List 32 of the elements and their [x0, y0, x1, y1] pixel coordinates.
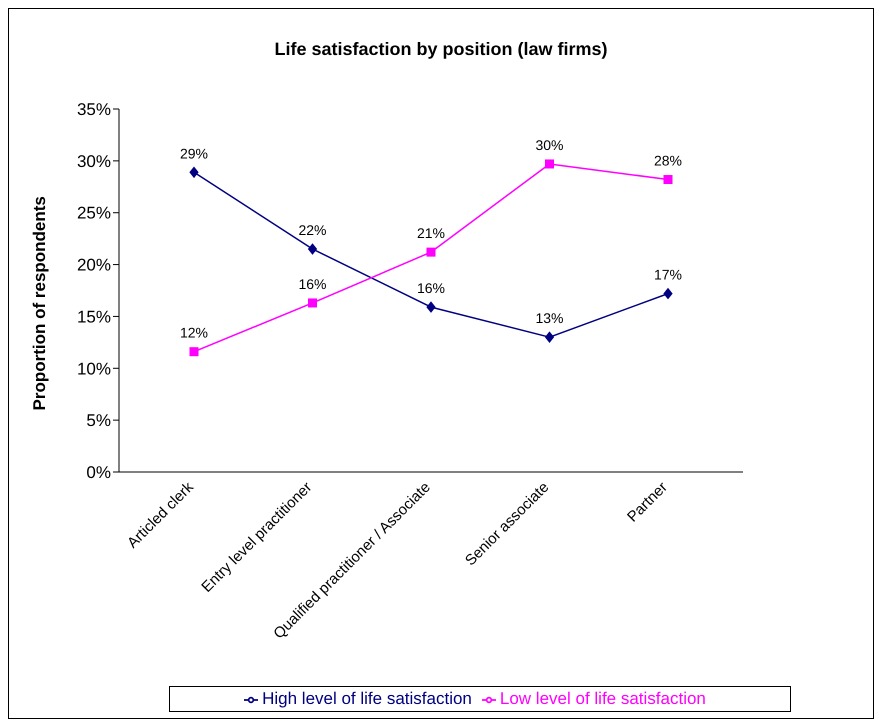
y-axis-title: Proportion of respondents	[30, 196, 50, 410]
point	[664, 288, 672, 300]
y-tick-label: 5%	[86, 411, 111, 430]
point	[664, 175, 672, 184]
data-label: 16%	[416, 280, 446, 296]
data-label: 16%	[298, 276, 327, 292]
data-label: 17%	[654, 266, 682, 283]
data-label: 28%	[654, 152, 682, 169]
data-label: 29%	[180, 145, 208, 162]
point	[545, 159, 554, 168]
data-label: 30%	[535, 136, 564, 153]
data-label: 13%	[535, 310, 564, 326]
y-tick-label: 25%	[76, 204, 111, 223]
data-label: 12%	[180, 324, 208, 341]
y-tick-label: 20%	[76, 256, 111, 275]
data-label: 21%	[416, 225, 446, 242]
point	[308, 244, 317, 255]
point	[190, 347, 198, 356]
y-tick-label: 10%	[76, 359, 111, 378]
point	[426, 302, 436, 313]
y-tick-label: 30%	[76, 152, 111, 171]
point	[545, 332, 554, 343]
y-tick-label: 35%	[76, 100, 111, 120]
point	[308, 298, 317, 308]
point	[190, 166, 198, 178]
point	[426, 248, 436, 257]
legend-label: Low level of life satisfaction	[500, 689, 706, 708]
data-label: 22%	[298, 222, 327, 238]
y-tick-label: 0%	[86, 463, 111, 482]
y-tick-label: 15%	[76, 307, 111, 326]
legend-label: High level of life satisfaction	[262, 689, 472, 708]
chart-title: Life satisfaction by position (law firms)	[273, 39, 609, 60]
